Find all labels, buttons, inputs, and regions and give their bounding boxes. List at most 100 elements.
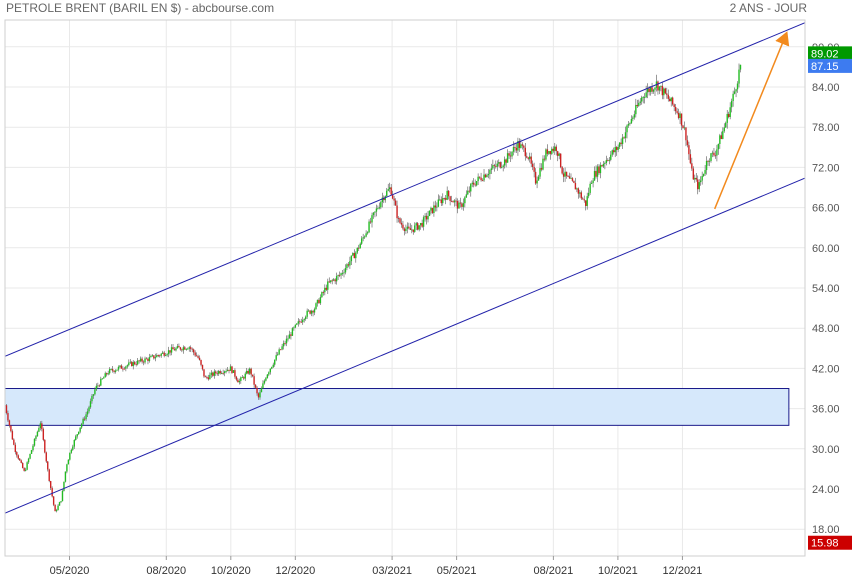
candle-body [111,368,114,371]
candle-body [347,264,350,266]
candle-body [717,143,720,150]
candle-body [166,354,168,356]
candle-body [624,132,627,139]
trend-channel [5,22,805,514]
candle-body [244,373,246,379]
candle-body [646,88,649,93]
candle-body [549,151,552,154]
candle-body [645,92,647,98]
y-tick-label: 60.00 [812,243,840,255]
candle-body [284,343,286,344]
candle-body [427,216,429,220]
channel-lower-line [5,177,805,514]
candle-body [542,158,544,170]
candle-body [505,159,507,163]
candle-body [365,233,367,237]
candle-body [151,355,154,357]
candle-body [615,147,618,150]
candle-body [377,208,379,210]
candle-body [409,228,412,230]
candle-body [657,81,659,91]
candle-body [358,247,360,249]
candle-body [213,371,215,376]
candle-body [598,166,600,174]
candle-body [713,152,715,156]
x-tick-label: 08/2020 [146,565,186,577]
candle-body [269,368,272,373]
candle-body [704,170,706,174]
candle-body [272,364,274,367]
candle-body [689,154,692,164]
candle-body [288,334,291,339]
candle-body [80,423,83,428]
candle-body [548,151,550,154]
candle-body [654,87,656,90]
candle-body [638,102,640,107]
support-zone [5,388,790,426]
candle-body [343,272,345,274]
candle-body [290,334,292,336]
candle-body [674,106,677,112]
candle-body [643,97,646,98]
candle-body [671,97,674,105]
candle-body [673,104,675,107]
candle-body [506,153,509,163]
candle-body [461,203,463,207]
candle-body [352,253,354,256]
candle-body [710,153,712,161]
price-badge-bg [808,535,852,550]
candle-body [132,362,134,367]
candle-body [246,370,248,374]
candle-body [501,166,503,168]
candle-body [386,190,388,197]
candle-body [302,320,304,323]
candle-body [699,180,702,183]
candle-body [51,488,53,497]
period-label[interactable]: 2 ANS - JOUR [729,1,807,15]
candle-body [203,369,205,377]
candle-body [620,142,622,145]
candle-body [241,377,244,379]
x-tick-label: 10/2021 [598,565,638,577]
y-tick-label: 78.00 [812,122,840,134]
candle-body [231,366,233,373]
candle-body [430,207,432,211]
candle-body [716,149,718,156]
candle-body [216,373,218,375]
candle-body [719,135,721,144]
candle-body [480,177,482,181]
candle-body [304,316,307,320]
candle-body [162,352,164,354]
candle-body [720,135,723,139]
candle-body [456,200,459,209]
candle-body [493,165,496,167]
candle-body [116,369,118,371]
candle-body [55,510,58,512]
candle-body [64,471,67,482]
candle-body [688,145,690,155]
candle-body [442,198,444,204]
candle-body [514,147,516,148]
candle-body [571,178,574,181]
candle-body [164,355,167,357]
candle-body [20,460,22,463]
candle-body [694,177,696,180]
candle-body [393,198,395,201]
price-badge-bg [808,58,852,73]
candle-body [45,452,47,462]
candle-body [490,168,493,170]
candle-body [363,236,366,238]
candle-body [332,279,335,281]
candle-body [253,376,255,385]
candle-body [508,153,510,156]
candle-body [496,163,498,167]
channel-upper-line [5,22,805,357]
candle-body [627,123,630,126]
candle-body [157,355,159,356]
candle-body [275,355,277,360]
candle-body [331,280,333,282]
candle-body [349,261,351,266]
candle-body [287,338,289,340]
candle-body [729,107,731,118]
price-badge: 89.02 [808,46,852,61]
